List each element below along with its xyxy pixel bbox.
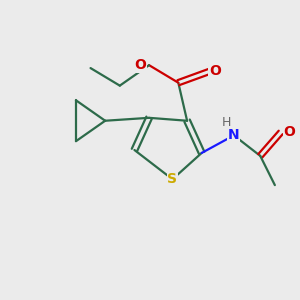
Text: S: S [167,172,178,186]
Text: N: N [228,128,240,142]
Text: H: H [222,116,231,129]
Text: O: O [284,125,296,140]
Text: O: O [134,58,146,72]
Text: O: O [209,64,221,78]
